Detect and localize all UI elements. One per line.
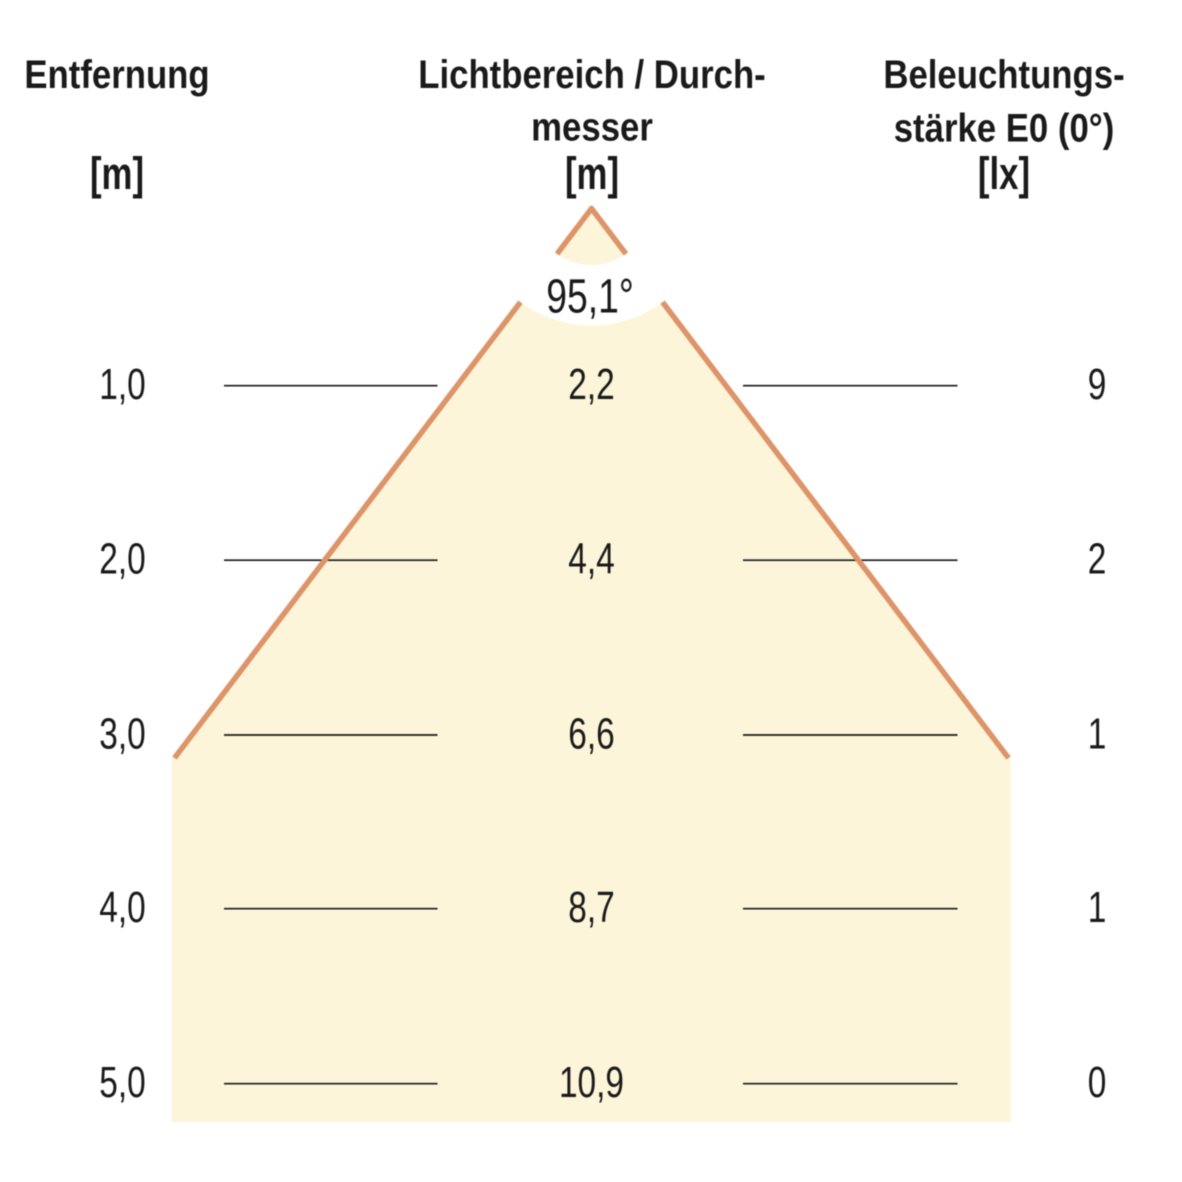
svg-text:[m]: [m]: [565, 147, 619, 199]
svg-text:10,9: 10,9: [559, 1059, 624, 1107]
svg-text:Beleuchtungs-: Beleuchtungs-: [883, 52, 1124, 97]
svg-text:Entfernung: Entfernung: [24, 52, 209, 97]
svg-text:[lx]: [lx]: [978, 147, 1030, 199]
svg-text:4,0: 4,0: [99, 884, 145, 932]
svg-text:8,7: 8,7: [568, 884, 614, 932]
svg-text:[m]: [m]: [90, 147, 144, 199]
svg-text:0: 0: [1088, 1059, 1107, 1107]
svg-text:4,4: 4,4: [568, 535, 614, 583]
svg-text:1,0: 1,0: [99, 361, 145, 409]
svg-text:6,6: 6,6: [568, 710, 614, 758]
svg-text:3,0: 3,0: [99, 710, 145, 758]
svg-text:2: 2: [1088, 535, 1107, 583]
svg-text:messer: messer: [531, 105, 653, 150]
svg-text:2,0: 2,0: [99, 535, 145, 583]
svg-text:1: 1: [1088, 884, 1107, 932]
svg-text:9: 9: [1088, 361, 1107, 409]
svg-text:stärke E0 (0°): stärke E0 (0°): [894, 105, 1115, 150]
svg-text:1: 1: [1088, 710, 1107, 758]
svg-text:2,2: 2,2: [568, 361, 614, 409]
svg-text:95,1°: 95,1°: [546, 270, 634, 324]
svg-text:Lichtbereich / Durch-: Lichtbereich / Durch-: [418, 52, 765, 97]
svg-text:5,0: 5,0: [99, 1059, 145, 1107]
